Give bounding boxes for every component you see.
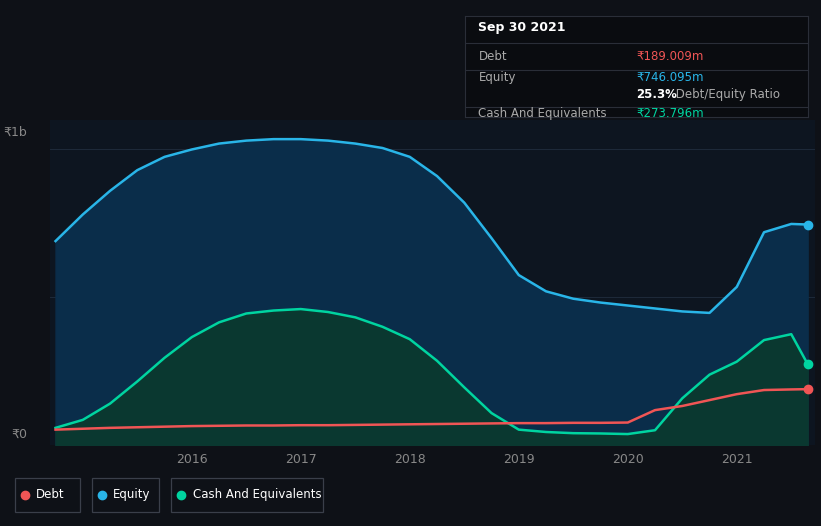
Text: Equity: Equity — [113, 489, 151, 501]
Text: Cash And Equivalents: Cash And Equivalents — [479, 107, 607, 120]
Text: ₹273.796m: ₹273.796m — [636, 107, 704, 120]
Bar — [92, 478, 159, 512]
Text: ₹189.009m: ₹189.009m — [636, 49, 704, 63]
Bar — [15, 478, 80, 512]
Text: Debt: Debt — [479, 49, 507, 63]
Text: Cash And Equivalents: Cash And Equivalents — [193, 489, 322, 501]
Text: Debt/Equity Ratio: Debt/Equity Ratio — [672, 88, 780, 101]
Text: Equity: Equity — [479, 72, 516, 84]
Text: Debt: Debt — [36, 489, 65, 501]
Text: 25.3%: 25.3% — [636, 88, 677, 101]
Text: ₹0: ₹0 — [11, 428, 27, 440]
Bar — [171, 478, 323, 512]
Text: ₹1b: ₹1b — [3, 126, 27, 139]
Text: Sep 30 2021: Sep 30 2021 — [479, 22, 566, 34]
Text: ₹746.095m: ₹746.095m — [636, 72, 704, 84]
